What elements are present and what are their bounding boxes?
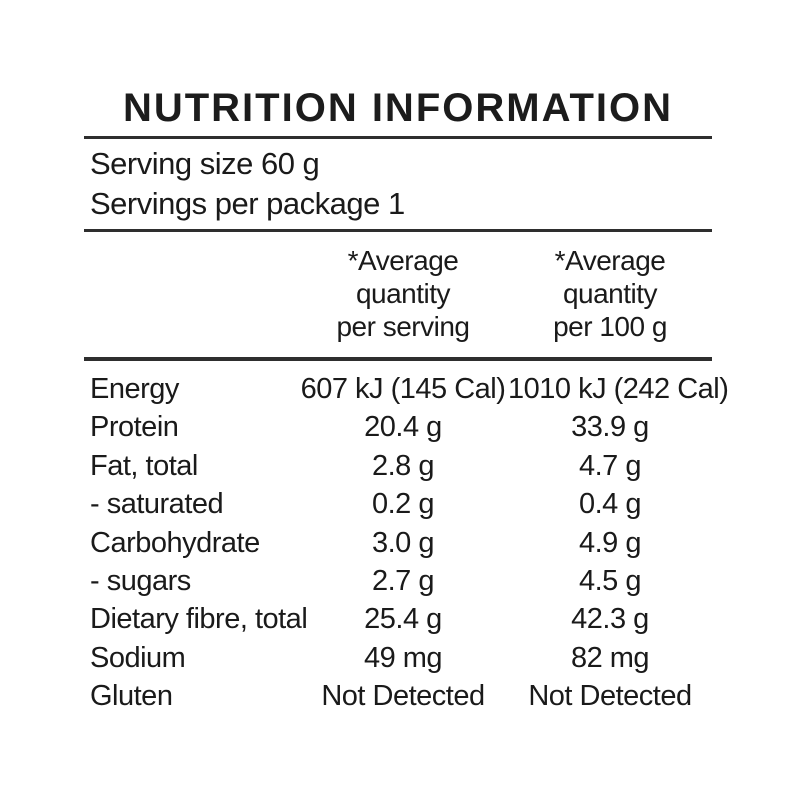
panel-title: NUTRITION INFORMATION (122, 86, 674, 130)
row-label: Gluten (90, 680, 173, 713)
row-value-per-100g: 4.5 g (579, 564, 642, 597)
row-label: Sodium (90, 641, 186, 674)
row-value-per-serving: 20.4 g (364, 411, 442, 444)
table-row-carbohydrate: Carbohydrate 3.0 g 4.9 g (84, 524, 712, 562)
row-value-per-serving: 3.0 g (372, 526, 435, 559)
row-label: Energy (90, 373, 179, 405)
row-label: - saturated (90, 488, 224, 521)
table-row-gluten: Gluten Not Detected Not Detected (84, 677, 712, 715)
row-value-per-serving: 607 kJ (145 Cal) (300, 373, 506, 405)
row-value-per-100g: 33.9 g (571, 411, 649, 444)
column-headers: *Average quantity per serving *Average q… (84, 244, 712, 343)
header-per-100g: *Average quantity per 100 g (508, 244, 712, 343)
row-value-per-100g: 42.3 g (571, 603, 649, 636)
header-per-100g-line3: per 100 g (553, 311, 667, 342)
header-spacer (84, 244, 298, 343)
table-row-sodium: Sodium 49 mg 82 mg (84, 639, 712, 677)
table-row-energy: Energy 607 kJ (145 Cal) 1010 kJ (242 Cal… (84, 370, 729, 408)
servings-per-package-text: Servings per package 1 (90, 186, 405, 221)
row-value-per-100g: 4.9 g (579, 526, 642, 559)
row-value-per-serving: Not Detected (321, 680, 485, 713)
nutrient-rows: Energy 607 kJ (145 Cal) 1010 kJ (242 Cal… (84, 370, 729, 716)
row-value-per-100g: 82 mg (570, 641, 650, 674)
table-row-saturated: - saturated 0.2 g 0.4 g (84, 485, 712, 523)
table-row-dietary-fibre: Dietary fibre, total 25.4 g 42.3 g (84, 600, 712, 638)
row-value-per-serving: 2.7 g (372, 564, 435, 597)
table-row-fat-total: Fat, total 2.8 g 4.7 g (84, 447, 712, 485)
row-value-per-serving: 2.8 g (372, 449, 435, 482)
row-label: Dietary fibre, total (90, 603, 308, 636)
row-value-per-serving: 49 mg (363, 641, 443, 674)
row-value-per-serving: 25.4 g (364, 603, 442, 636)
row-value-per-100g: 4.7 g (579, 449, 642, 482)
table-row-protein: Protein 20.4 g 33.9 g (84, 408, 712, 446)
header-per-serving: *Average quantity per serving (298, 244, 508, 343)
row-value-per-serving: 0.2 g (372, 488, 435, 521)
row-value-per-100g: 1010 kJ (242 Cal) (508, 373, 729, 405)
row-label: - sugars (90, 564, 191, 597)
header-per-serving-line1: *Average (347, 245, 459, 276)
header-per-100g-line1: *Average (554, 245, 666, 276)
row-value-per-100g: Not Detected (528, 680, 692, 713)
row-label: Protein (90, 411, 179, 444)
serving-size-text: Serving size 60 g (90, 146, 320, 181)
header-per-100g-line2: quantity (562, 278, 658, 309)
divider-above-rows (84, 357, 712, 361)
table-row-sugars: - sugars 2.7 g 4.5 g (84, 562, 712, 600)
divider-under-title (84, 136, 712, 139)
header-per-serving-line3: per serving (336, 311, 470, 342)
header-per-serving-line2: quantity (355, 278, 451, 309)
row-label: Fat, total (90, 449, 198, 482)
serving-info: Serving size 60 g Servings per package 1 (90, 144, 710, 224)
row-value-per-100g: 0.4 g (579, 488, 642, 521)
divider-under-serving-info (84, 229, 712, 232)
row-label: Carbohydrate (90, 526, 260, 559)
